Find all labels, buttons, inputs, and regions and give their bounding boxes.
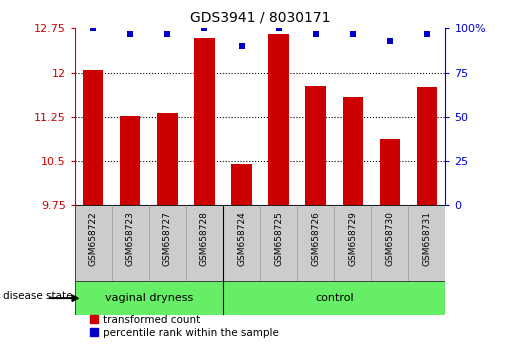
Text: GSM658729: GSM658729 bbox=[348, 211, 357, 266]
Text: GSM658730: GSM658730 bbox=[385, 211, 394, 267]
Point bbox=[274, 25, 283, 31]
Legend: transformed count, percentile rank within the sample: transformed count, percentile rank withi… bbox=[90, 315, 279, 338]
Point bbox=[423, 31, 431, 36]
Bar bbox=[120, 116, 141, 205]
Text: GSM658724: GSM658724 bbox=[237, 211, 246, 266]
Bar bbox=[157, 113, 178, 205]
FancyBboxPatch shape bbox=[75, 205, 445, 281]
Bar bbox=[417, 87, 437, 205]
Point bbox=[386, 38, 394, 44]
Text: vaginal dryness: vaginal dryness bbox=[105, 293, 193, 303]
Point bbox=[200, 25, 209, 31]
Text: control: control bbox=[315, 293, 353, 303]
Text: GSM658722: GSM658722 bbox=[89, 211, 98, 266]
Bar bbox=[268, 34, 289, 205]
Point bbox=[126, 31, 134, 36]
Text: GSM658723: GSM658723 bbox=[126, 211, 135, 266]
Text: GSM658725: GSM658725 bbox=[274, 211, 283, 266]
Bar bbox=[305, 86, 326, 205]
Point bbox=[163, 31, 171, 36]
Bar bbox=[380, 139, 400, 205]
FancyBboxPatch shape bbox=[75, 281, 223, 315]
Bar bbox=[83, 70, 104, 205]
Bar bbox=[194, 38, 215, 205]
Text: GSM658727: GSM658727 bbox=[163, 211, 172, 266]
Bar bbox=[342, 97, 363, 205]
Point bbox=[312, 31, 320, 36]
Bar bbox=[231, 164, 252, 205]
Text: GSM658731: GSM658731 bbox=[422, 211, 432, 267]
Text: disease state: disease state bbox=[3, 291, 72, 302]
Point bbox=[237, 43, 246, 49]
Point bbox=[349, 31, 357, 36]
Text: GSM658728: GSM658728 bbox=[200, 211, 209, 266]
FancyBboxPatch shape bbox=[223, 281, 445, 315]
Point bbox=[89, 25, 97, 31]
Text: GSM658726: GSM658726 bbox=[311, 211, 320, 266]
Title: GDS3941 / 8030171: GDS3941 / 8030171 bbox=[190, 10, 330, 24]
